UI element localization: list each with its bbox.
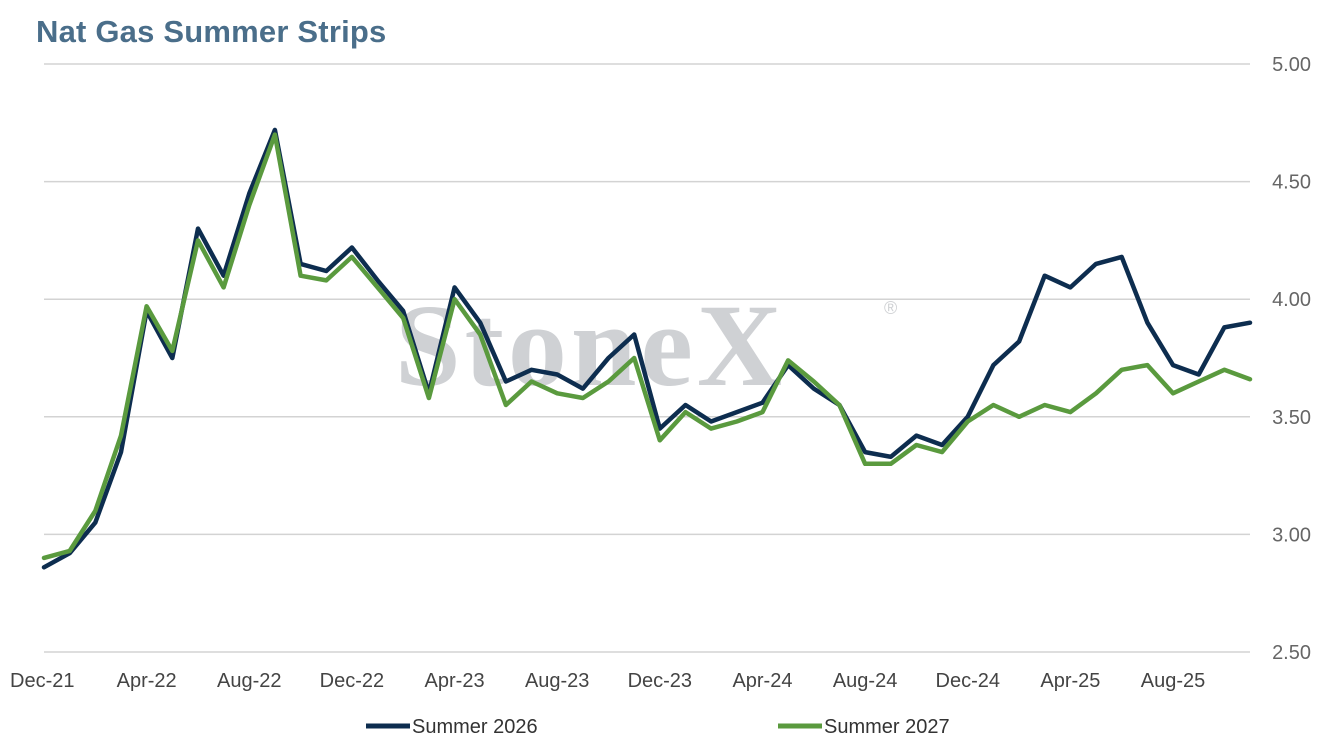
legend: Summer 2026 Summer 2027 <box>366 716 950 738</box>
y-tick-label: 4.00 <box>1272 289 1311 311</box>
gridlines <box>44 63 1250 653</box>
x-tick-label: Aug-25 <box>1141 670 1206 692</box>
x-tick-label: Aug-24 <box>833 670 898 692</box>
x-axis-tick-labels: Dec-21 Apr-22 Aug-22 Dec-22 Apr-23 Aug-23 Dec-… <box>10 670 1205 692</box>
x-tick-label: Aug-23 <box>525 670 590 692</box>
legend-label-summer-2027: Summer 2027 <box>824 716 950 738</box>
watermark: StoneX ® <box>395 280 897 411</box>
x-tick-label: Aug-22 <box>217 670 282 692</box>
y-tick-label: 5.00 <box>1272 54 1311 76</box>
x-tick-label: Apr-22 <box>117 670 177 692</box>
legend-label-summer-2026: Summer 2026 <box>412 716 538 738</box>
x-tick-label: Apr-24 <box>732 670 792 692</box>
x-tick-label: Dec-23 <box>628 670 692 692</box>
watermark-text: StoneX <box>395 280 786 411</box>
y-tick-label: 2.50 <box>1272 642 1311 664</box>
x-tick-label: Dec-24 <box>936 670 1000 692</box>
y-tick-label: 4.50 <box>1272 172 1311 194</box>
x-tick-label: Dec-22 <box>320 670 384 692</box>
series-line-summer-2027 <box>41 132 1253 561</box>
series-lines <box>41 127 1253 570</box>
y-tick-label: 3.50 <box>1272 407 1311 429</box>
y-tick-label: 3.00 <box>1272 524 1311 546</box>
y-axis-tick-labels: 5.00 4.50 4.00 3.50 3.00 2.50 <box>1272 54 1311 664</box>
chart-title: Nat Gas Summer Strips <box>36 14 387 49</box>
x-tick-label: Dec-21 <box>10 670 74 692</box>
x-tick-label: Apr-23 <box>425 670 485 692</box>
series-line-summer-2026 <box>41 127 1253 570</box>
x-tick-label: Apr-25 <box>1040 670 1100 692</box>
watermark-registered-mark: ® <box>884 298 897 318</box>
